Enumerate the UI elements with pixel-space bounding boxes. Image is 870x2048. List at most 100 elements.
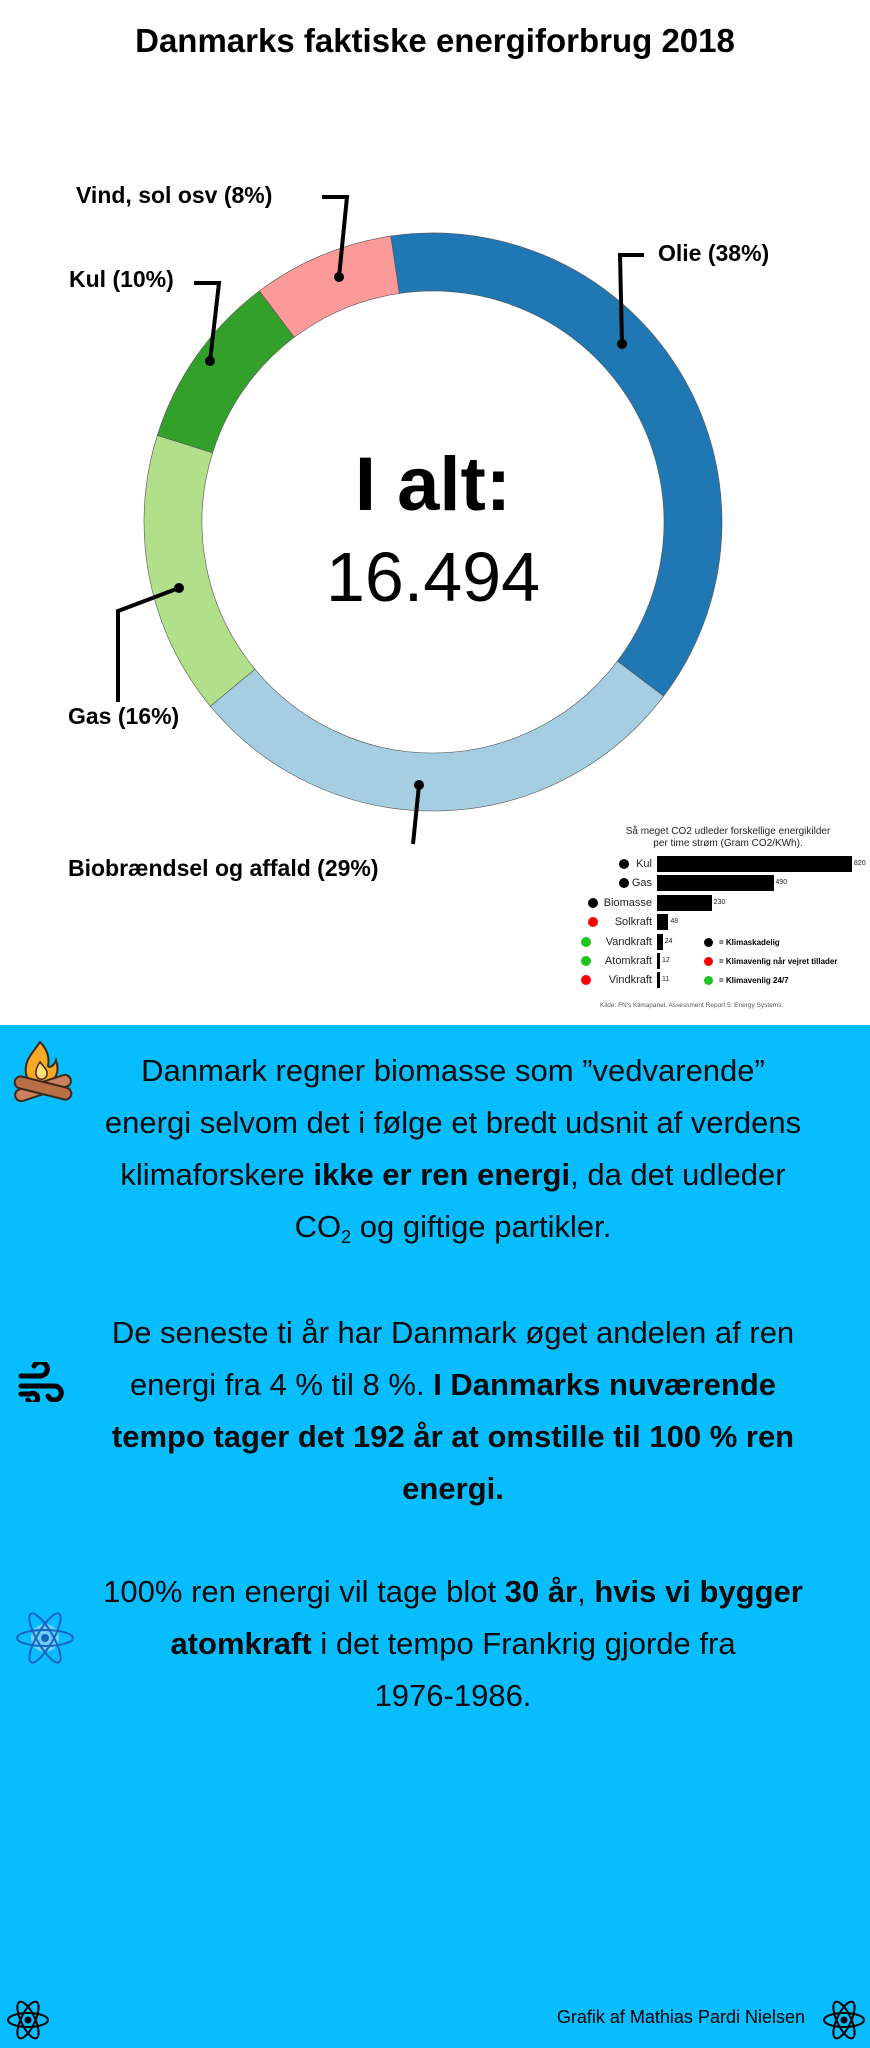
bar-row-vandkraft: Vandkraft 24 (580, 933, 870, 950)
bar-vandkraft (657, 933, 663, 950)
leader-line-gas (116, 586, 180, 702)
bar-solkraft (657, 914, 669, 931)
bar-value-label: 230 (713, 898, 726, 906)
bar-category-label: Vindkraft (608, 974, 652, 987)
bar-gas (657, 875, 774, 892)
emphasis-text: ikke er ren energi (313, 1157, 571, 1192)
leader-lines (116, 195, 644, 845)
category-dot (581, 975, 592, 986)
category-dot (581, 936, 592, 947)
donut-center-value: 16.494 (325, 538, 541, 616)
bar-row-atomkraft: Atomkraft 12 (580, 953, 870, 969)
atom-icon (16, 1612, 74, 1664)
leader-dot-kul (205, 356, 215, 366)
leader-line-olie (617, 253, 644, 345)
text-line: 1976-1986. (374, 1678, 532, 1713)
bar-chart-title-line1: Så meget CO2 udleder forskellige energik… (625, 826, 831, 837)
emphasis-text: 30 år (504, 1574, 578, 1609)
text-line: Danmark regner biomasse som ”vedvarende” (141, 1053, 765, 1088)
source-note: Kilde: FN's Klimapanel. Assessment Repor… (600, 1002, 784, 1009)
info-section (0, 1025, 870, 2048)
legend-label: = Klimaskadelig (719, 938, 780, 947)
legend-dot-red (704, 957, 713, 967)
emphasis-text: tempo tager det 192 år at omstille til 1… (111, 1419, 795, 1454)
text-span: , da det udleder (570, 1157, 786, 1192)
category-dot (587, 917, 598, 928)
bar-row-kul: Kul 820 (580, 856, 870, 872)
legend-label: = Klimavenlig 24/7 (719, 976, 789, 985)
bar-category-label: Atomkraft (604, 955, 652, 967)
page-title: Danmarks faktiske energiforbrug 2018 (135, 22, 735, 59)
bar-row-vindkraft: Vindkraft 11 (580, 972, 870, 989)
label-bio: Biobrændsel og affald (29%) (68, 855, 379, 881)
bar-value-label: 11 (662, 976, 670, 984)
atom-icon-footer-right (823, 2000, 865, 2040)
wind-icon (18, 1362, 64, 1402)
paragraph-biomasse: Danmark regner biomasse som ”vedvarende”… (36, 1045, 870, 1253)
leader-dot-bio (414, 780, 424, 790)
paragraph-atomkraft: 100% ren energi vil tage blot 30 år, hvi… (36, 1566, 870, 1722)
bar-value-label: 490 (775, 879, 788, 887)
text-span: CO (294, 1209, 342, 1244)
bar-chart-title-line2: per time strøm (Gram CO2/KWh). (653, 838, 803, 849)
bar-value-label: 820 (854, 860, 866, 867)
bar-biomasse (657, 894, 712, 911)
leader-line-vind (322, 195, 350, 278)
legend-klimaskadelig: = Klimaskadelig (704, 937, 780, 949)
text-line: CO2 og giftige partikler. (36, 1201, 870, 1253)
campfire-icon (13, 1040, 73, 1103)
label-olie: Olie (38%) (658, 240, 770, 266)
leader-line-bio (411, 784, 421, 845)
bar-value-label: 12 (662, 957, 670, 964)
emphasis-text: energi. (402, 1471, 504, 1506)
text-line: De seneste ti år har Danmark øget andele… (111, 1315, 795, 1350)
legend-dot-black (704, 938, 713, 948)
donut-slice-biobrændsel-og-affald (209, 660, 665, 812)
bar-row-gas: Gas 490 (580, 875, 870, 892)
label-gas: Gas (16%) (68, 703, 180, 729)
leader-dot-olie (617, 339, 627, 349)
bar-category-label: Vandkraft (605, 935, 652, 948)
text-line: atomkraft i det tempo Frankrig gjorde fr… (36, 1618, 870, 1670)
bar-category-label: Kul (636, 858, 652, 870)
text-span: 100% ren energi vil tage blot (103, 1574, 505, 1609)
donut-slice-olie (390, 232, 723, 697)
subscript: 2 (341, 1227, 352, 1247)
legend-247: = Klimavenlig 24/7 (704, 975, 789, 987)
category-dot (581, 956, 592, 966)
emphasis-text: I Danmarks nuværende (433, 1367, 777, 1402)
text-line: energi. (36, 1463, 870, 1515)
label-vind: Vind, sol osv (8%) (76, 182, 273, 208)
atom-icon-footer-left (7, 2000, 49, 2040)
text-line: energi selvom det i følge et bredt udsni… (104, 1105, 802, 1140)
donut-slice-vind-sol-osv (258, 235, 400, 338)
label-kul: Kul (10%) (69, 266, 174, 292)
text-span: og giftige partikler. (351, 1209, 612, 1244)
category-dot (587, 897, 598, 908)
bar-atomkraft (657, 953, 660, 969)
bar-category-label: Biomasse (603, 896, 652, 909)
emphasis-text: hvis vi bygger (594, 1574, 803, 1609)
donut-slice-kul (156, 290, 295, 454)
co2-bar-chart: Så meget CO2 udleder forskellige energik… (580, 810, 870, 1020)
energy-donut-chart (116, 195, 723, 845)
bar-row-biomasse: Biomasse 230 (580, 894, 870, 911)
bar-vindkraft (657, 972, 660, 989)
leader-line-kul (194, 281, 222, 362)
text-line: klimaforskere ikke er ren energi, da det… (36, 1149, 870, 1201)
bar-value-label: 24 (664, 937, 673, 945)
bar-category-label: Solkraft (614, 916, 652, 929)
legend-label: = Klimavenlig når vejret tillader (719, 957, 838, 966)
text-span: , (577, 1574, 595, 1609)
text-span: klimaforskere (120, 1157, 314, 1192)
text-span: i det tempo Frankrig gjorde fra (311, 1626, 736, 1661)
category-dot (619, 859, 630, 869)
donut-center-label: I alt: (354, 442, 512, 527)
category-dot (619, 878, 630, 889)
footer-credit: Grafik af Mathias Pardi Nielsen (556, 2007, 805, 2027)
paragraph-omstilling: De seneste ti år har Danmark øget andele… (36, 1307, 870, 1515)
legend-vejret: = Klimavenlig når vejret tillader (704, 956, 838, 968)
text-line: energi fra 4 % til 8 %. I Danmarks nuvær… (36, 1359, 870, 1411)
leader-dot-gas (174, 583, 184, 593)
text-line: tempo tager det 192 år at omstille til 1… (36, 1411, 870, 1463)
